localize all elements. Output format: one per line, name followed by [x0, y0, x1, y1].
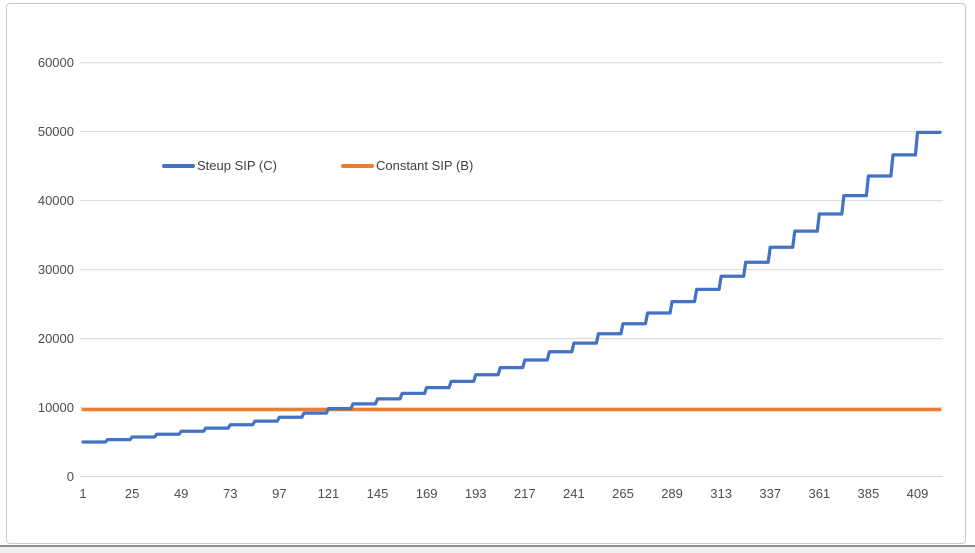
legend-label-constant-sip: Constant SIP (B): [375, 158, 474, 173]
legend-item-stepup-sip[interactable]: Steup SIP (C): [162, 157, 277, 175]
constant-sip-line-swatch-icon: [340, 164, 374, 168]
legend-label-stepup-sip: Steup SIP (C): [197, 158, 277, 173]
y-tick-label: 60000: [38, 55, 74, 70]
y-tick-label: 10000: [38, 400, 74, 415]
chart-area-frame[interactable]: [6, 3, 966, 544]
y-tick-label: 30000: [38, 262, 74, 277]
x-tick-label: 1: [79, 486, 86, 501]
x-tick-label: 385: [858, 486, 880, 501]
x-tick-label: 409: [907, 486, 929, 501]
window-bottom-edge: [0, 545, 975, 547]
x-tick-label: 193: [465, 486, 487, 501]
x-tick-label: 49: [174, 486, 188, 501]
x-tick-label: 145: [367, 486, 389, 501]
stepup-sip-line-swatch-icon: [162, 164, 195, 168]
x-tick-label: 313: [710, 486, 732, 501]
x-tick-label: 217: [514, 486, 536, 501]
y-tick-label: 0: [67, 469, 74, 484]
legend-item-constant-sip[interactable]: Constant SIP (B): [340, 157, 474, 175]
x-tick-label: 337: [759, 486, 781, 501]
y-tick-label: 50000: [38, 124, 74, 139]
x-tick-label: 73: [223, 486, 237, 501]
x-tick-label: 241: [563, 486, 585, 501]
x-tick-label: 169: [416, 486, 438, 501]
x-tick-label: 265: [612, 486, 634, 501]
chart-legend[interactable]: Steup SIP (C) Constant SIP (B): [162, 157, 473, 175]
series-stepup-sip-line[interactable]: [81, 130, 942, 444]
x-tick-label: 289: [661, 486, 683, 501]
y-tick-label: 40000: [38, 193, 74, 208]
x-tick-label: 25: [125, 486, 139, 501]
x-tick-label: 97: [272, 486, 286, 501]
y-tick-label: 20000: [38, 331, 74, 346]
x-tick-label: 121: [318, 486, 340, 501]
window-bottom-strip: [0, 547, 975, 553]
x-tick-label: 361: [808, 486, 830, 501]
